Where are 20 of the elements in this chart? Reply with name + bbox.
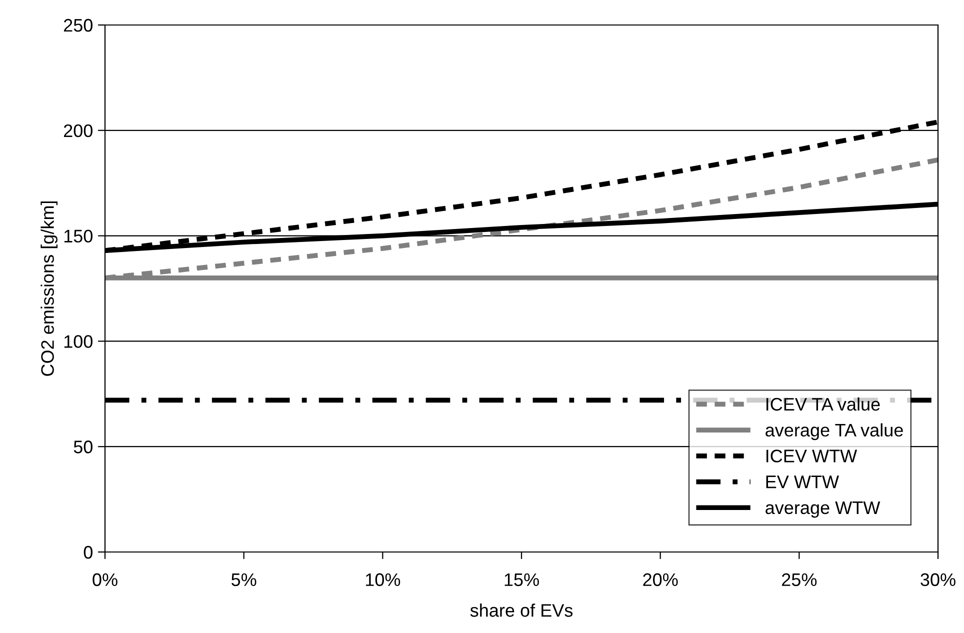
y-axis-title: CO2 emissions [g/km] bbox=[40, 201, 58, 376]
x-tick-label: 10% bbox=[366, 573, 400, 586]
y-tick-label: 200 bbox=[64, 124, 92, 138]
legend-label: ICEV WTW bbox=[766, 450, 858, 462]
y-tick-label: 150 bbox=[64, 230, 92, 243]
y-tick-label: 100 bbox=[64, 335, 92, 348]
x-tick-label: 0% bbox=[92, 573, 118, 586]
y-tick-label: 50 bbox=[74, 440, 92, 454]
legend-label: average TA value bbox=[766, 423, 903, 440]
y-tick-label: 0 bbox=[84, 546, 92, 559]
legend-label: EV WTW bbox=[766, 476, 839, 488]
x-tick-label: 30% bbox=[920, 573, 956, 586]
x-tick-label: 25% bbox=[782, 573, 817, 586]
legend-label: average WTW bbox=[766, 502, 880, 518]
x-axis-title: share of EVs bbox=[470, 604, 573, 617]
x-tick-label: 5% bbox=[232, 573, 256, 586]
x-tick-label: 20% bbox=[643, 573, 678, 586]
legend-label: ICEV TA value bbox=[766, 397, 880, 411]
y-tick-label: 250 bbox=[64, 18, 92, 32]
x-tick-label: 15% bbox=[504, 573, 539, 586]
